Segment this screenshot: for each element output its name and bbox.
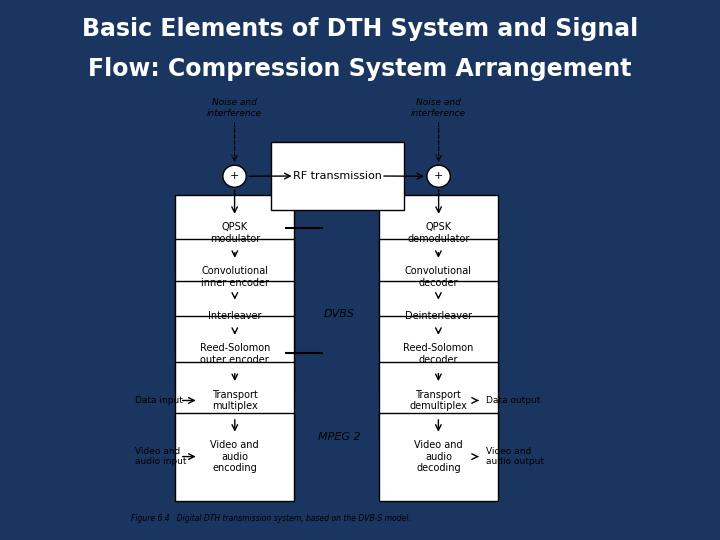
Text: Convolutional
decoder: Convolutional decoder <box>405 266 472 288</box>
Text: RF transmission: RF transmission <box>293 171 382 181</box>
Text: Video and
audio output: Video and audio output <box>487 447 544 466</box>
FancyBboxPatch shape <box>175 281 294 351</box>
Text: +: + <box>230 171 239 181</box>
FancyBboxPatch shape <box>379 195 498 272</box>
Circle shape <box>223 165 246 187</box>
FancyBboxPatch shape <box>175 413 294 501</box>
Text: MPEG 2: MPEG 2 <box>318 432 360 442</box>
Text: Flow: Compression System Arrangement: Flow: Compression System Arrangement <box>89 57 631 82</box>
FancyBboxPatch shape <box>271 142 405 210</box>
Text: QPSK
demodulator: QPSK demodulator <box>408 222 469 244</box>
Text: Noise and
interference: Noise and interference <box>411 98 466 118</box>
Text: Figure 6.4   Digital DTH transmission system, based on the DVB-S model.: Figure 6.4 Digital DTH transmission syst… <box>130 514 410 523</box>
Text: Video and
audio
encoding: Video and audio encoding <box>210 440 259 473</box>
FancyBboxPatch shape <box>175 362 294 439</box>
Text: Deinterleaver: Deinterleaver <box>405 310 472 321</box>
Text: Data input: Data input <box>135 396 183 405</box>
Text: Interleaver: Interleaver <box>208 310 261 321</box>
Text: Noise and
interference: Noise and interference <box>207 98 262 118</box>
Text: Transport
multiplex: Transport multiplex <box>212 390 258 411</box>
Text: Video and
audio
decoding: Video and audio decoding <box>414 440 463 473</box>
Text: Reed-Solomon
decoder: Reed-Solomon decoder <box>403 343 474 365</box>
Text: DVBS: DVBS <box>323 308 354 319</box>
Text: Data output: Data output <box>487 396 541 405</box>
FancyBboxPatch shape <box>175 239 294 316</box>
Text: Video and
audio input: Video and audio input <box>135 447 187 466</box>
FancyBboxPatch shape <box>175 316 294 393</box>
FancyBboxPatch shape <box>379 316 498 393</box>
Text: QPSK
modulator: QPSK modulator <box>210 222 260 244</box>
Text: +: + <box>434 171 444 181</box>
Text: Transport
demultiplex: Transport demultiplex <box>410 390 467 411</box>
FancyBboxPatch shape <box>379 239 498 316</box>
FancyBboxPatch shape <box>379 413 498 501</box>
FancyBboxPatch shape <box>175 195 294 272</box>
FancyBboxPatch shape <box>379 281 498 351</box>
Circle shape <box>427 165 450 187</box>
Text: Convolutional
inner encoder: Convolutional inner encoder <box>201 266 269 288</box>
FancyBboxPatch shape <box>379 362 498 439</box>
Text: Reed-Solomon
outer encoder: Reed-Solomon outer encoder <box>199 343 270 365</box>
Text: Basic Elements of DTH System and Signal: Basic Elements of DTH System and Signal <box>82 17 638 40</box>
